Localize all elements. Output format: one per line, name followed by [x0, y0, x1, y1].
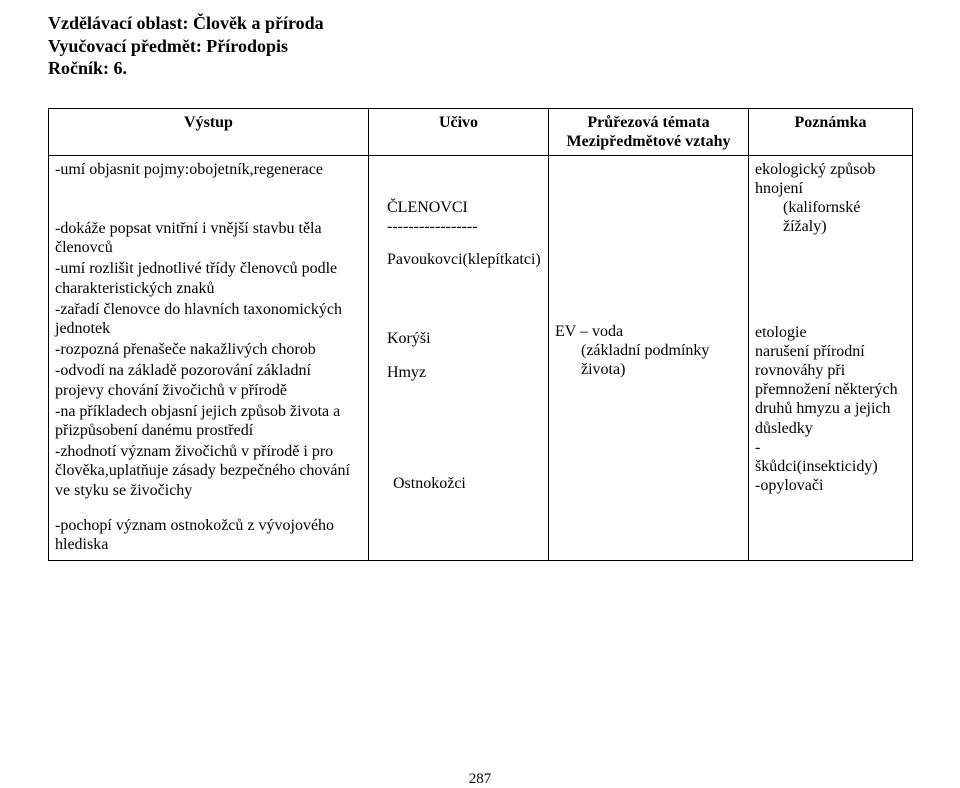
gap — [375, 349, 542, 363]
header-line-1: Vzdělávací oblast: Člověk a příroda — [48, 12, 912, 35]
vystup-item: -umí rozlišit jednotlivé třídy členovců … — [55, 259, 362, 297]
th-prurez-line1: Průřezová témata — [555, 113, 742, 132]
vystup-item: -umí objasnit pojmy:obojetník,regenerace — [55, 160, 362, 179]
gap — [375, 160, 542, 198]
poznamka-ekolog-detail: (kalifornské žížaly) — [755, 198, 906, 236]
th-poznamka: Poznámka — [749, 108, 913, 155]
cell-prurez: EV – voda (základní podmínky života) — [549, 155, 749, 560]
table-header-row: Výstup Učivo Průřezová témata Mezipředmě… — [49, 108, 913, 155]
poznamka-ekolog: ekologický způsob hnojení — [755, 160, 906, 198]
ucivo-korysi: Korýši — [375, 329, 542, 348]
vystup-item: -rozpozná přenašeče nakažlivých chorob — [55, 340, 362, 359]
page-root: Vzdělávací oblast: Člověk a příroda Vyuč… — [0, 0, 960, 788]
prurez-zakladni: (základní podmínky života) — [555, 341, 742, 379]
poznamka-etologie: etologie — [755, 323, 906, 342]
gap — [55, 181, 362, 219]
header-line-2: Vyučovací předmět: Přírodopis — [48, 35, 912, 58]
vystup-item: -zařadí členovce do hlavních taxonomický… — [55, 300, 362, 338]
vystup-item: -pochopí význam ostnokožců z vývojového … — [55, 516, 362, 554]
gap — [555, 160, 742, 322]
ucivo-dashes: ----------------- — [375, 217, 542, 236]
ucivo-ostnokozci: Ostnokožci — [375, 474, 542, 493]
poznamka-dash: - — [755, 438, 906, 457]
vystup-item: -na příkladech objasní jejich způsob živ… — [55, 402, 362, 440]
poznamka-opylovaci: -opylovači — [755, 476, 906, 495]
cell-ucivo: ČLENOVCI ----------------- Pavoukovci(kl… — [369, 155, 549, 560]
prurez-ev-voda: EV – voda — [555, 322, 742, 341]
gap — [375, 382, 542, 474]
curriculum-table: Výstup Učivo Průřezová témata Mezipředmě… — [48, 108, 913, 562]
poznamka-naruseni: narušení přírodní rovnováhy při přemnože… — [755, 342, 906, 438]
gap — [375, 236, 542, 250]
ucivo-clenovci: ČLENOVCI — [375, 198, 542, 217]
ucivo-hmyz: Hmyz — [375, 363, 542, 382]
vystup-item: -odvodí na základě pozorování základní p… — [55, 361, 362, 399]
poznamka-skudci: škůdci(insekticidy) — [755, 457, 906, 476]
th-prurez-line2: Mezipředmětové vztahy — [555, 132, 742, 151]
gap — [55, 502, 362, 516]
th-vystup: Výstup — [49, 108, 369, 155]
vystup-block: -umí objasnit pojmy:obojetník,regenerace… — [55, 160, 362, 554]
th-ucivo: Učivo — [369, 108, 549, 155]
table-row: -umí objasnit pojmy:obojetník,regenerace… — [49, 155, 913, 560]
ucivo-pavoukovci: Pavoukovci(klepítkatci) — [375, 250, 542, 269]
th-prurez: Průřezová témata Mezipředmětové vztahy — [549, 108, 749, 155]
header-line-3: Ročník: 6. — [48, 57, 912, 80]
spacer — [48, 80, 912, 108]
vystup-item: -dokáže popsat vnitřní i vnější stavbu t… — [55, 219, 362, 257]
vystup-item: -zhodnotí význam živočichů v přírodě i p… — [55, 442, 362, 500]
gap — [375, 269, 542, 329]
cell-poznamka: ekologický způsob hnojení (kalifornské ž… — [749, 155, 913, 560]
gap — [755, 237, 906, 323]
cell-vystup: -umí objasnit pojmy:obojetník,regenerace… — [49, 155, 369, 560]
page-number: 287 — [48, 771, 912, 788]
